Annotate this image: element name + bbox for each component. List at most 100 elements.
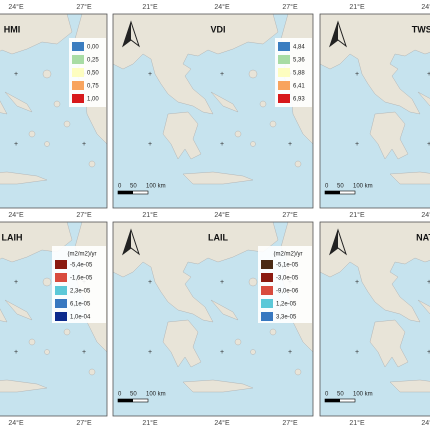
lon-label: 27°E <box>76 3 92 11</box>
legend-label: 0,50 <box>87 71 99 77</box>
frame <box>112 221 314 417</box>
scale-label: 100 km <box>146 184 166 190</box>
graticule-cross: + <box>220 71 224 78</box>
legend-swatch <box>278 42 290 51</box>
lon-label: 21°E <box>142 211 158 219</box>
north-arrow-half <box>123 230 131 254</box>
graticule-cross: + <box>220 141 224 148</box>
legend-swatch <box>55 286 67 295</box>
legend-swatch <box>72 81 84 90</box>
legend-title: (m2/m2)/yr <box>274 252 303 258</box>
graticule-cross: + <box>82 349 86 356</box>
graticule-cross: + <box>148 349 152 356</box>
graticule-cross: + <box>288 349 292 356</box>
legend-swatch <box>278 81 290 90</box>
lon-label: 27°E <box>76 211 92 219</box>
graticule-cross: + <box>355 349 359 356</box>
lon-label: 24°E <box>421 211 430 219</box>
legend-swatch <box>261 299 273 308</box>
scale-label: 0 <box>118 392 122 398</box>
graticule-cross: + <box>220 349 224 356</box>
lon-label: 24°E <box>214 419 230 427</box>
graticule-cross: + <box>288 141 292 148</box>
legend-label: 4,84 <box>293 45 305 51</box>
scale-bar-fill <box>325 399 340 402</box>
lon-label: 27°E <box>282 3 298 11</box>
graticule-cross: + <box>427 71 430 78</box>
legend-swatch <box>72 55 84 64</box>
lon-label: 27°E <box>282 211 298 219</box>
lon-label: 24°E <box>8 419 24 427</box>
graticule-cross: + <box>82 141 86 148</box>
legend-label: -9,0e-06 <box>276 289 299 295</box>
map-body: ++++++ <box>320 14 430 208</box>
legend-swatch <box>261 286 273 295</box>
legend-label: -5,1e-05 <box>276 263 299 269</box>
legend: (m2/m2)/yr -5,1e-05 -3,0e-05 -9,0e-06 1,2e-0… <box>258 246 312 323</box>
graticule-cross: + <box>355 279 359 286</box>
map-panel: ++++++LAIL21°E24°E27°E21°E24°E27°E(m2/m2… <box>112 211 314 427</box>
legend-label: -5,4e-05 <box>70 263 93 269</box>
frame <box>0 13 108 209</box>
legend-label: 0,00 <box>87 45 99 51</box>
scale-label: 100 km <box>353 184 373 190</box>
legend-swatch <box>261 273 273 282</box>
legend-swatch <box>278 94 290 103</box>
panel-title: HMI <box>4 24 21 34</box>
legend-swatch <box>72 94 84 103</box>
legend-label: 0,75 <box>87 84 99 90</box>
legend-label: 6,93 <box>293 97 305 103</box>
map-panel: ++++++VDI21°E24°E27°E4,845,365,886,416,9… <box>112 3 314 209</box>
lon-label: 27°E <box>282 419 298 427</box>
scale-label: 50 <box>130 184 137 190</box>
graticule-cross: + <box>14 279 18 286</box>
legend-label: 1,0e-04 <box>70 315 91 321</box>
scale-label: 50 <box>337 184 344 190</box>
graticule-cross: + <box>355 71 359 78</box>
legend-swatch <box>72 42 84 51</box>
legend-label: 6,41 <box>293 84 305 90</box>
lon-label: 21°E <box>142 419 158 427</box>
lon-label: 24°E <box>8 211 24 219</box>
graticule-cross: + <box>427 141 430 148</box>
legend-label: 5,36 <box>293 58 305 64</box>
legend: 4,84 5,36 5,88 6,41 6,93 <box>275 38 312 107</box>
graticule-cross: + <box>427 349 430 356</box>
scale-label: 50 <box>130 392 137 398</box>
graticule-cross: + <box>355 141 359 148</box>
legend-swatch <box>261 312 273 321</box>
scale-bar-fill <box>118 399 133 402</box>
map-panel: ++++++TWSC21°E24°E050100 km <box>319 3 430 209</box>
panel-title: TWSC <box>412 24 430 34</box>
graticule-cross: + <box>220 279 224 286</box>
frame <box>0 221 108 417</box>
map-body: ++++++ <box>320 222 430 416</box>
scale-label: 50 <box>337 392 344 398</box>
scale-bar-fill <box>118 191 133 194</box>
scale-bar-fill <box>325 191 340 194</box>
legend: (m2/m2)/yr -5,4e-05 -1,6e-05 2,3e-05 6,1e-05… <box>52 246 106 323</box>
graticule-cross: + <box>427 279 430 286</box>
lon-label: 24°E <box>214 211 230 219</box>
map-panel: ++++++NAT21°E24°E21°E24°E050100 km <box>319 211 430 427</box>
scale-label: 0 <box>325 184 329 190</box>
legend-swatch <box>72 68 84 77</box>
legend-label: 6,1e-05 <box>70 302 91 308</box>
legend-label: -1,6e-05 <box>70 276 93 282</box>
legend-swatch <box>278 68 290 77</box>
frame <box>319 13 430 209</box>
legend-swatch <box>55 273 67 282</box>
scale-label: 0 <box>118 184 122 190</box>
graticule-cross: + <box>148 279 152 286</box>
legend-swatch <box>55 260 67 269</box>
north-arrow-half <box>330 230 338 254</box>
lon-label: 21°E <box>349 211 365 219</box>
panel-title: LAIH <box>2 232 23 242</box>
legend-swatch <box>278 55 290 64</box>
north-arrow-half <box>123 22 131 46</box>
legend-label: 3,3e-05 <box>276 315 297 321</box>
scale-label: 0 <box>325 392 329 398</box>
graticule-cross: + <box>14 349 18 356</box>
